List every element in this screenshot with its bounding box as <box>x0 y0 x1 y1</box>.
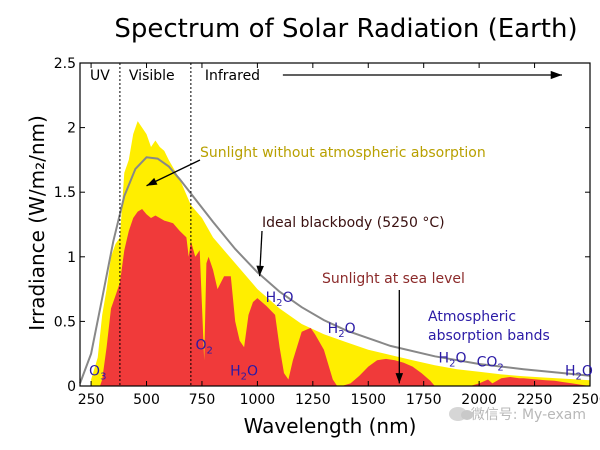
absorber-label-0: O3 <box>89 364 106 383</box>
x-tick-label-2000: 2000 <box>461 392 497 408</box>
absorber-label-2: H2O <box>230 364 258 383</box>
y-axis-label: Irradiance (W/m₂/nm) <box>25 115 49 331</box>
absorber-label-5: H2O <box>439 351 467 370</box>
y-tick-label-0: 0 <box>67 379 76 395</box>
y-tick-label-3: 1.5 <box>54 185 76 201</box>
region-label-uv: UV <box>90 68 110 84</box>
infrared-arrow-head <box>550 70 562 80</box>
absorber-label-6: CO2 <box>477 354 504 373</box>
absorber-label-7: H2O <box>565 364 593 383</box>
series-blackbody-line <box>79 156 591 384</box>
annotation-sea-level-arrow-head <box>395 373 404 384</box>
x-tick-label-1750: 1750 <box>406 392 442 408</box>
annotation-top-arrow-head <box>146 177 158 186</box>
axes-frame <box>79 62 591 387</box>
chart-title: Spectrum of Solar Radiation (Earth) <box>114 14 577 44</box>
absorber-label-4: H2O <box>328 321 356 340</box>
region-label-infrared: Infrared <box>205 68 260 84</box>
x-tick-label-1250: 1250 <box>295 392 331 408</box>
x-axis-label: Wavelength (nm) <box>244 414 417 438</box>
y-tick-label-4: 2 <box>67 121 76 137</box>
x-tick-label-1000: 1000 <box>240 392 276 408</box>
watermark: 微信号: My-exam <box>448 404 586 424</box>
x-tick-label-250: 250 <box>78 392 105 408</box>
y-tick-label-2: 1 <box>67 250 76 266</box>
plot-area: UV Visible Infrared 250 500 750 1000 1250 1500 17… <box>54 56 600 408</box>
watermark-text: 微信号: My-exam <box>470 407 586 423</box>
x-tick-label-750: 750 <box>189 392 216 408</box>
x-tick-label-2250: 2250 <box>517 392 553 408</box>
wechat-icon <box>448 407 473 421</box>
y-tick-label-1: 0.5 <box>54 314 76 330</box>
annotation-top-of-atmosphere: Sunlight without atmospheric absorption <box>200 145 486 161</box>
y-tick-label-5: 2.5 <box>54 56 76 72</box>
annotation-blackbody-arrow-head <box>256 265 264 277</box>
annotation-absorption-line2: absorption bands <box>428 328 550 344</box>
annotation-blackbody: Ideal blackbody (5250 °C) <box>262 215 445 231</box>
annotation-absorption-line1: Atmospheric <box>428 309 516 325</box>
annotation-sea-level: Sunlight at sea level <box>322 271 465 287</box>
x-tick-label-500: 500 <box>133 392 160 408</box>
region-label-visible: Visible <box>129 68 175 84</box>
x-tick-label-1500: 1500 <box>350 392 386 408</box>
series-sea-level-area <box>100 209 590 386</box>
absorber-label-1: O2 <box>195 338 212 357</box>
absorber-label-3: H2O <box>266 290 294 309</box>
